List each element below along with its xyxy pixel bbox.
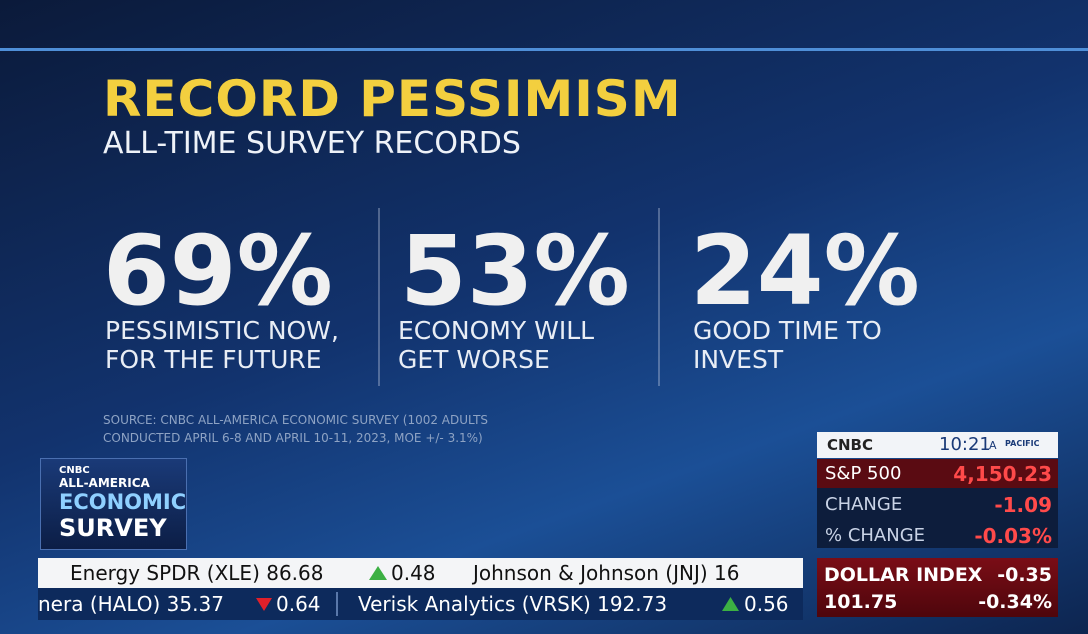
ticker-bottom: nera (HALO) 35.37 0.64 Verisk Analytics … xyxy=(38,588,803,620)
subtitle: ALL-TIME SURVEY RECORDS xyxy=(103,126,521,161)
line: GOOD TIME TO xyxy=(693,316,882,345)
dollar-pct: -0.34% xyxy=(978,591,1052,613)
ampm: A xyxy=(989,439,997,452)
line: ECONOMY WILL xyxy=(398,316,595,345)
up-arrow xyxy=(722,597,739,611)
row-value: 4,150.23 xyxy=(953,462,1052,486)
market-header: CNBC 10:21 A PACIFIC xyxy=(817,432,1058,458)
source: CONDUCTED APRIL 6-8 AND APRIL 10-11, 202… xyxy=(103,431,483,445)
row-value: -1.09 xyxy=(994,493,1052,517)
ticker-change: 0.48 xyxy=(391,561,436,585)
time: 10:21 xyxy=(939,434,991,455)
ticker-change: 0.56 xyxy=(744,592,789,616)
ticker-top: Energy SPDR (XLE) 86.68 0.48 Johnson & J… xyxy=(38,558,803,588)
up-arrow xyxy=(369,566,387,580)
line: INVEST xyxy=(693,345,784,374)
separator xyxy=(336,592,338,616)
stat-value: 24% xyxy=(690,215,920,327)
line: PESSIMISTIC NOW, xyxy=(105,316,339,345)
stat-label: ECONOMY WILL GET WORSE xyxy=(398,316,594,374)
stat-label: GOOD TIME TO INVEST xyxy=(693,316,882,374)
ticker-name: Johnson & Johnson (JNJ) 16 xyxy=(473,561,740,585)
divider xyxy=(378,208,380,386)
badge-line: ALL-AMERICA xyxy=(59,476,150,490)
stat-value: 53% xyxy=(400,215,630,327)
market-rows: S&P 500 4,150.23 CHANGE -1.09 % CHANGE -… xyxy=(817,459,1058,548)
brand: CNBC xyxy=(827,436,874,454)
row-value: -0.03% xyxy=(974,524,1052,548)
line: FOR THE FUTURE xyxy=(105,345,322,374)
source: SOURCE: CNBC ALL-AMERICA ECONOMIC SURVEY… xyxy=(103,413,489,427)
row-label: % CHANGE xyxy=(825,525,926,546)
badge-line: SURVEY xyxy=(59,514,167,542)
ticker-name: nera (HALO) 35.37 xyxy=(38,592,224,616)
dollar-change: -0.35 xyxy=(997,564,1052,586)
ticker-change: 0.64 xyxy=(276,592,321,616)
dollar-value: 101.75 xyxy=(824,591,898,613)
dollar-name: DOLLAR INDEX xyxy=(824,564,983,586)
zone: PACIFIC xyxy=(1005,439,1040,448)
ticker-name: Verisk Analytics (VRSK) 192.73 xyxy=(358,592,668,616)
row-bg xyxy=(817,459,1058,488)
row-label: CHANGE xyxy=(825,494,903,515)
down-arrow xyxy=(256,598,272,611)
row-label: S&P 500 xyxy=(825,463,902,484)
badge-line: ECONOMIC xyxy=(59,490,187,514)
ticker-name: Energy SPDR (XLE) 86.68 xyxy=(70,561,324,585)
dollar-box: DOLLAR INDEX -0.35 101.75 -0.34% xyxy=(817,558,1058,617)
stat-label: PESSIMISTIC NOW, FOR THE FUTURE xyxy=(105,316,339,374)
top-stripe xyxy=(0,48,1088,51)
stat-value: 69% xyxy=(103,215,333,327)
title: RECORD PESSIMISM xyxy=(103,70,682,128)
divider xyxy=(658,208,660,386)
badge-brand: CNBC xyxy=(59,465,90,476)
survey-badge: CNBC ALL-AMERICA ECONOMIC SURVEY xyxy=(40,458,187,550)
line: GET WORSE xyxy=(398,345,550,374)
